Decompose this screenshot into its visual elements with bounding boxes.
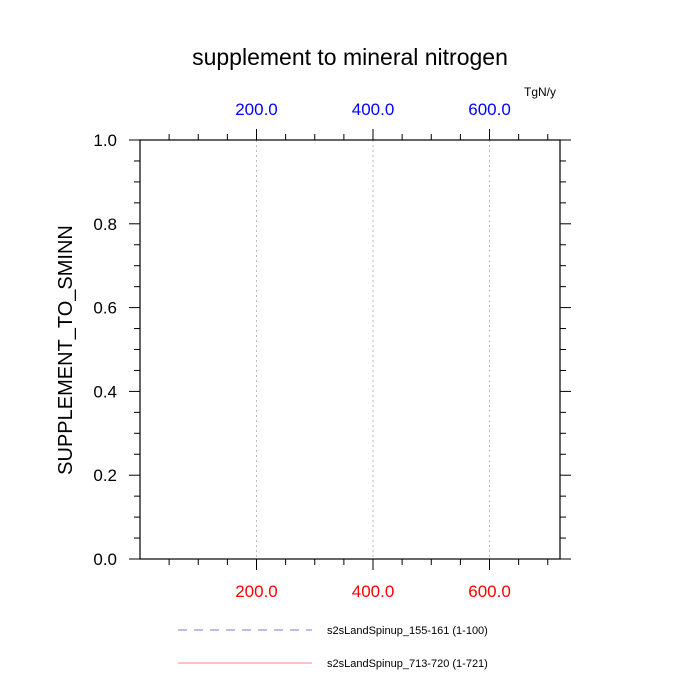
plot-frame	[139, 139, 561, 560]
ticks	[129, 129, 571, 570]
x-tick-label-bottom: 600.0	[468, 582, 511, 601]
x-tick-label-top: 400.0	[352, 100, 395, 119]
x-tick-label-bottom: 200.0	[235, 582, 278, 601]
y-tick-label: 0.2	[93, 466, 117, 485]
chart-title: supplement to mineral nitrogen	[192, 44, 508, 70]
tick-labels: 200.0 200.0 400.0 400.0 600.0 600.0 0.0 0.2 0.4 0…	[93, 100, 510, 601]
legend-entry-label: s2sLandSpinup_713-720 (1-721)	[327, 658, 488, 670]
x-tick-label-top: 200.0	[235, 100, 278, 119]
legend-entry-label: s2sLandSpinup_155-161 (1-100)	[327, 625, 488, 637]
top-axis-unit: TgN/y	[524, 85, 556, 99]
legend: s2sLandSpinup_155-161 (1-100) s2sLandSpin…	[178, 625, 488, 670]
y-tick-label: 0.0	[93, 550, 117, 569]
y-tick-label: 1.0	[93, 131, 117, 150]
y-tick-label: 0.6	[93, 299, 117, 318]
x-tick-label-top: 600.0	[468, 100, 511, 119]
y-tick-label: 0.8	[93, 215, 117, 234]
y-axis-label: SUPPLEMENT_TO_SMINN	[55, 225, 77, 475]
x-tick-label-bottom: 400.0	[352, 582, 395, 601]
grid	[256, 140, 491, 559]
y-tick-label: 0.4	[93, 382, 117, 401]
